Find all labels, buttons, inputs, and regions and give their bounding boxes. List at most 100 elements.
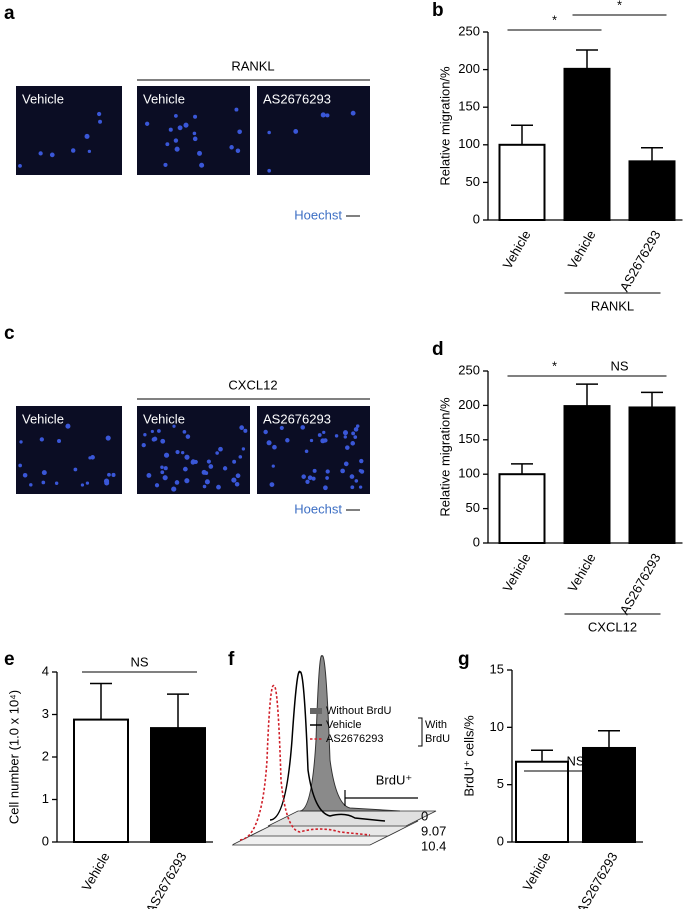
nucleus <box>192 136 198 142</box>
nucleus <box>343 435 347 439</box>
nucleus <box>111 472 116 477</box>
nucleus <box>322 430 326 435</box>
nucleus <box>301 474 306 479</box>
y-tick-label: 200 <box>458 61 480 76</box>
y-tick-label: 150 <box>458 431 480 446</box>
stain-label: Hoechst <box>294 207 342 222</box>
bar <box>582 746 636 843</box>
nucleus <box>141 442 146 448</box>
nucleus <box>98 119 103 124</box>
bar <box>628 406 676 544</box>
gate-value: 9.07 <box>421 823 446 838</box>
nucleus <box>107 472 111 477</box>
nucleus <box>97 111 102 117</box>
nucleus <box>304 449 309 454</box>
nucleus <box>285 438 290 443</box>
nucleus <box>197 150 203 156</box>
nucleus <box>218 446 223 452</box>
nucleus <box>181 450 185 455</box>
nucleus <box>151 437 157 442</box>
bar <box>73 718 129 843</box>
nucleus <box>269 482 275 487</box>
image-label: Vehicle <box>22 91 64 106</box>
nucleus <box>185 434 191 439</box>
bar <box>150 727 206 843</box>
nucleus <box>143 433 147 437</box>
nucleus <box>305 479 310 484</box>
bar <box>498 473 546 545</box>
bar <box>563 67 611 221</box>
nucleus <box>243 428 248 433</box>
panel-letter: b <box>432 0 444 21</box>
nucleus <box>177 125 183 131</box>
nucleus <box>103 478 110 484</box>
nucleus <box>272 444 277 450</box>
nucleus <box>18 463 22 468</box>
panel-letter: g <box>458 649 470 670</box>
nucleus <box>160 470 165 475</box>
legend-label: AS2676293 <box>326 733 384 745</box>
image-label: AS2676293 <box>263 91 331 106</box>
stain-label: Hoechst <box>294 501 342 516</box>
legend-label: Vehicle <box>326 719 361 731</box>
nucleus <box>160 465 164 470</box>
nucleus <box>234 107 239 112</box>
nucleus <box>29 483 33 487</box>
gate-label: BrdU⁺ <box>376 772 412 787</box>
y-tick-label: 100 <box>458 136 480 151</box>
nucleus <box>88 456 92 460</box>
nucleus <box>41 470 47 476</box>
nucleus <box>175 449 180 455</box>
y-tick-label: 0 <box>473 211 480 226</box>
y-tick-label: 150 <box>458 99 480 114</box>
nucleus <box>234 481 240 487</box>
image-label: Vehicle <box>143 91 185 106</box>
nucleus <box>359 458 364 464</box>
x-tick-label: Vehicle <box>79 850 113 894</box>
nucleus <box>85 481 90 485</box>
nucleus <box>320 112 326 118</box>
nucleus <box>184 478 190 484</box>
x-tick-label: AS2676293 <box>143 850 190 909</box>
y-axis-label: BrdU⁺ cells/% <box>461 715 476 797</box>
nucleus <box>84 133 90 139</box>
nucleus <box>41 480 46 485</box>
nucleus <box>343 461 349 467</box>
nucleus <box>345 445 350 450</box>
nucleus <box>271 464 275 468</box>
nucleus <box>182 430 187 434</box>
y-tick-label: 15 <box>490 661 504 676</box>
nucleus <box>350 110 356 116</box>
nucleus <box>239 425 245 430</box>
significance-label: NS <box>566 753 584 768</box>
y-tick-label: 1 <box>42 791 49 806</box>
y-tick-label: 50 <box>466 174 480 189</box>
nucleus <box>150 429 154 434</box>
nucleus <box>184 454 190 460</box>
significance-label: * <box>552 358 557 373</box>
nucleus <box>235 473 241 479</box>
panel-letter: f <box>228 649 235 670</box>
micrograph <box>257 86 370 175</box>
y-tick-label: 50 <box>466 500 480 515</box>
y-tick-label: 0 <box>497 833 504 848</box>
nucleus <box>216 484 221 490</box>
nucleus <box>350 485 355 490</box>
nucleus <box>311 476 316 481</box>
nucleus <box>325 476 329 480</box>
nucleus <box>267 168 271 173</box>
nucleus <box>160 438 166 444</box>
nucleus <box>18 163 22 168</box>
nucleus <box>146 473 152 478</box>
significance-label: NS <box>610 358 628 373</box>
image-label: Vehicle <box>22 411 64 426</box>
micrograph <box>16 406 122 494</box>
nucleus <box>325 113 330 118</box>
y-tick-label: 250 <box>458 362 480 377</box>
legend-group: With <box>425 719 447 731</box>
nucleus <box>267 130 271 135</box>
nucleus <box>309 438 314 443</box>
flow-histogram <box>231 655 437 846</box>
